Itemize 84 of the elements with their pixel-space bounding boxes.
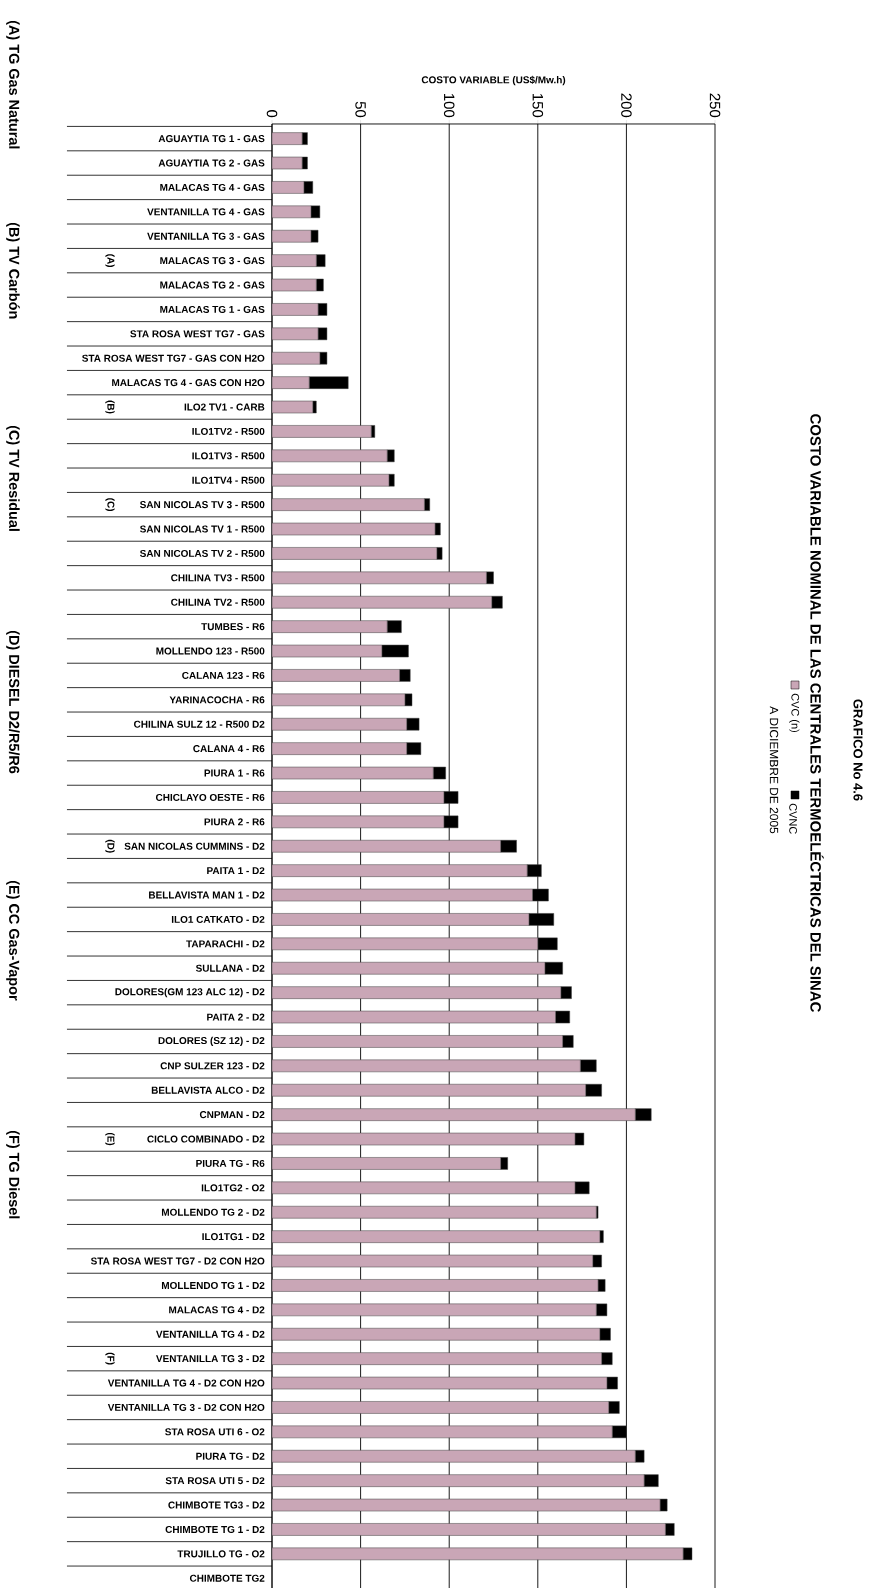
y-tick-label: PIURA TG - D2: [196, 1452, 265, 1460]
y-tick-label: PAITA 2 - D2: [207, 1013, 265, 1021]
y-tick-label: PIURA TG - R6: [196, 1159, 265, 1167]
y-tick-label: ILO2 TV1 - CARB: [184, 403, 265, 411]
x-tick-label: 250: [709, 93, 721, 118]
y-tick-label: CNPMAN - D2: [199, 1111, 265, 1119]
y-tick-label: SAN NICOLAS TV 1 - R500: [139, 525, 265, 533]
y-tick-label: MOLLENDO 123 - R500: [156, 647, 265, 655]
y-tick-label: ILO1TV2 - R500: [192, 427, 265, 435]
text: (A): [105, 254, 115, 268]
x-tick-label: 50: [355, 101, 366, 118]
y-tick-label: STA ROSA UTI 6 - O2: [165, 1428, 265, 1436]
text: A DICIEMBRE DE 2005: [769, 706, 779, 834]
y-tick-label: CHILINA TV2 - R500: [171, 598, 265, 606]
y-tick-label: VENTANILLA TG 4 - D2: [156, 1330, 265, 1338]
y-tick-label: CHIMBOTE TG2: [189, 1574, 265, 1582]
x-tick-label: 100: [443, 93, 455, 118]
y-tick-label: DOLORES(GM 123 ALC 12) - D2: [115, 988, 265, 998]
y-tick-label: MALACAS TG 4 - GAS: [160, 183, 265, 191]
y-tick-label: CICLO COMBINADO - D2: [147, 1135, 265, 1143]
text: (D) DIESEL D2/R5/R6: [6, 630, 20, 774]
y-tick-label: CHILINA TV3 - R500: [171, 574, 265, 582]
y-tick-label: VENTANILLA TG 3 - GAS: [147, 232, 265, 240]
y-tick-label: VENTANILLA TG 4 - D2 CON H2O: [107, 1379, 265, 1387]
text: (E) CC Gas-Vapor: [6, 880, 20, 1001]
y-tick-label: MALACAS TG 3 - GAS: [160, 257, 265, 265]
y-tick-label: STA ROSA WEST TG7 - GAS: [130, 330, 265, 338]
x-tick-label: 150: [532, 93, 544, 118]
legend-label: CVC (n): [789, 693, 800, 733]
x-axis-title: COSTO VARIABLE (US$/Mw.h): [421, 75, 566, 86]
y-tick-label: CHILINA SULZ 12 - R500 D2: [134, 720, 265, 728]
y-tick-label: STA ROSA WEST TG7 - D2 CON H2O: [90, 1257, 265, 1265]
text: (F) TG Diesel: [6, 1130, 20, 1219]
y-tick-label: ILO1TV3 - R500: [192, 452, 265, 460]
text: (E): [105, 1132, 115, 1146]
y-tick-label: MALACAS TG 4 - GAS CON H2O: [112, 379, 265, 387]
y-tick-label: STA ROSA WEST TG7 - GAS CON H2O: [82, 354, 265, 362]
y-tick-label: CHIMBOTE TG3 - D2: [168, 1501, 265, 1509]
y-tick-label: MOLLENDO TG 2 - D2: [161, 1208, 265, 1216]
y-tick-label: CHICLAYO OESTE - R6: [155, 793, 265, 801]
text: (B): [105, 400, 115, 414]
text: (A) TG Gas Natural: [6, 20, 20, 149]
text: COSTO VARIABLE NOMINAL DE LAS CENTRALES TERMOELÉCTRICAS DEL SINAC: [810, 414, 824, 1012]
y-tick-label: TUMBES - R6: [201, 623, 265, 631]
y-tick-label: VENTANILLA TG 3 - D2: [156, 1355, 265, 1363]
y-tick-label: MOLLENDO TG 1 - D2: [161, 1281, 265, 1289]
y-tick-label: CNP SULZER 123 - D2: [160, 1062, 265, 1070]
y-tick-label: ILO1TV4 - R500: [192, 476, 265, 484]
y-tick-label: TRUJILLO TG - O2: [177, 1550, 265, 1558]
y-tick-label: PAITA 1 - D2: [207, 867, 265, 875]
x-tick-label: 200: [621, 93, 632, 118]
y-tick-label: MALACAS TG 2 - GAS: [160, 281, 265, 289]
y-tick-label: SAN NICOLAS CUMMINS - D2: [124, 842, 265, 850]
text: (F): [105, 1352, 115, 1365]
y-tick-label: ILO1 CATKATO - D2: [171, 915, 265, 923]
x-tick-label: 0: [266, 110, 278, 118]
y-tick-label: CALANA 123 - R6: [182, 671, 265, 679]
y-tick-label: STA ROSA UTI 5 - D2: [165, 1477, 265, 1485]
y-tick-label: VENTANILLA TG 3 - D2 CON H2O: [107, 1403, 265, 1411]
y-tick-label: SAN NICOLAS TV 3 - R500: [139, 501, 265, 509]
y-tick-label: YARINACOCHA - R6: [169, 696, 265, 704]
y-tick-label: MALACAS TG 4 - D2: [169, 1306, 265, 1314]
y-tick-label: PIURA 1 - R6: [204, 769, 265, 777]
y-tick-label: ILO1TG2 - O2: [201, 1184, 265, 1192]
y-tick-label: SAN NICOLAS TV 2 - R500: [139, 549, 265, 557]
y-tick-label: SULLANA - D2: [195, 964, 265, 972]
y-tick-label: MALACAS TG 1 - GAS: [160, 305, 265, 313]
y-tick-label: AGUAYTIA TG 1 - GAS: [158, 135, 265, 143]
text: (B) TV Carbón: [6, 222, 20, 319]
y-tick-label: ILO1TG1 - D2: [202, 1233, 265, 1241]
y-tick-label: BELLAVISTA MAN 1 - D2: [149, 891, 265, 899]
y-tick-label: BELLAVISTA ALCO - D2: [151, 1086, 265, 1094]
y-tick-label: CHIMBOTE TG 1 - D2: [165, 1525, 265, 1533]
legend-label: CVNC: [789, 803, 797, 834]
y-tick-label: DOLORES (SZ 12) - D2: [158, 1036, 265, 1047]
y-tick-label: VENTANILLA TG 4 - GAS: [147, 208, 265, 216]
y-tick-label: CALANA 4 - R6: [193, 745, 265, 753]
y-tick-label: TAPARACHI - D2: [186, 940, 265, 948]
y-tick-label: PIURA 2 - R6: [204, 818, 265, 826]
text: GRAFICO No 4.6: [853, 699, 863, 801]
text: (C): [105, 498, 115, 512]
text: (C) TV Residual: [6, 425, 20, 531]
text: (D): [105, 839, 115, 853]
y-tick-label: AGUAYTIA TG 2 - GAS: [158, 159, 265, 167]
